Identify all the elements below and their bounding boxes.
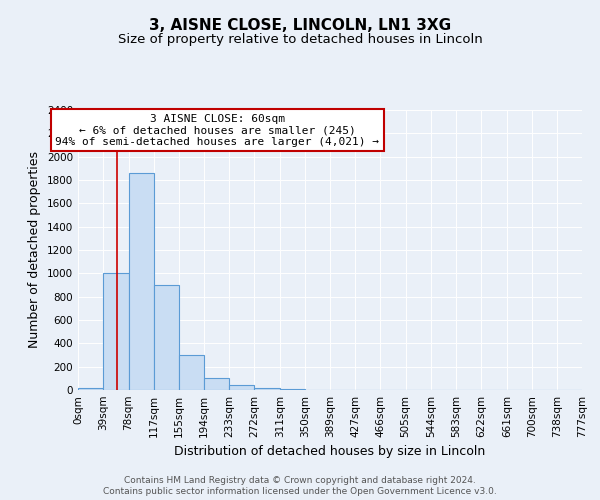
Bar xyxy=(154,285,179,390)
Bar xyxy=(179,355,204,390)
Bar xyxy=(254,388,280,390)
X-axis label: Distribution of detached houses by size in Lincoln: Distribution of detached houses by size … xyxy=(175,446,485,458)
Bar xyxy=(204,378,229,390)
Bar xyxy=(229,385,254,390)
Text: 3 AISNE CLOSE: 60sqm
← 6% of detached houses are smaller (245)
94% of semi-detac: 3 AISNE CLOSE: 60sqm ← 6% of detached ho… xyxy=(55,114,379,146)
Text: Contains HM Land Registry data © Crown copyright and database right 2024.: Contains HM Land Registry data © Crown c… xyxy=(124,476,476,485)
Text: Contains public sector information licensed under the Open Government Licence v3: Contains public sector information licen… xyxy=(103,488,497,496)
Bar xyxy=(78,388,103,390)
Y-axis label: Number of detached properties: Number of detached properties xyxy=(28,152,41,348)
Bar xyxy=(103,274,128,390)
Text: Size of property relative to detached houses in Lincoln: Size of property relative to detached ho… xyxy=(118,32,482,46)
Text: 3, AISNE CLOSE, LINCOLN, LN1 3XG: 3, AISNE CLOSE, LINCOLN, LN1 3XG xyxy=(149,18,451,32)
Bar xyxy=(128,173,154,390)
